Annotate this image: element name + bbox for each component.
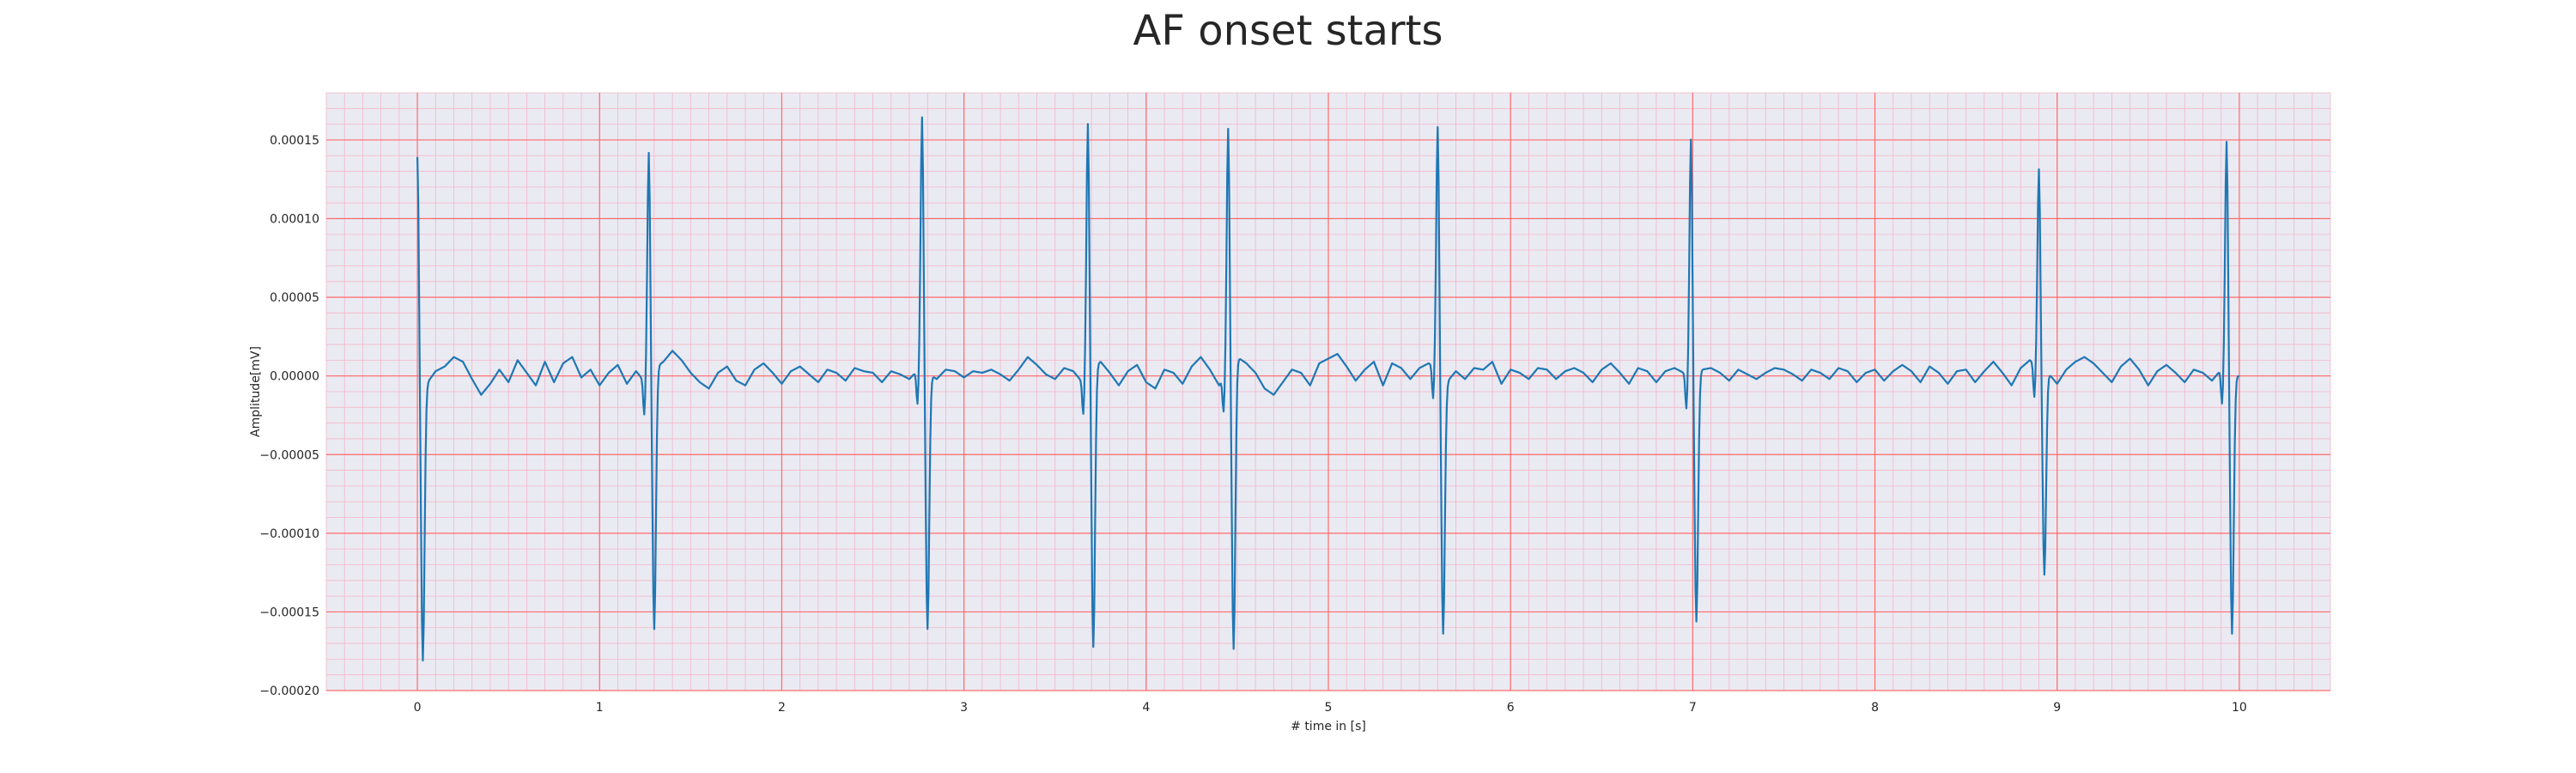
y-tick-label: −0.00010 [259, 527, 319, 541]
y-tick-label: 0.00005 [270, 291, 319, 305]
x-tick-label: 5 [1325, 701, 1333, 715]
y-tick-label: 0.00015 [270, 134, 319, 148]
y-tick-label: 0.00000 [270, 370, 319, 384]
x-tick-label: 4 [1142, 701, 1150, 715]
y-tick-label: −0.00015 [259, 606, 319, 619]
y-tick-label: 0.00010 [270, 213, 319, 227]
x-tick-label: 7 [1689, 701, 1697, 715]
x-tick-label: 0 [414, 701, 422, 715]
y-axis-label: Amplitude[mV] [249, 346, 263, 437]
ecg-series-line [416, 116, 2240, 662]
x-axis-label: # time in [s] [1291, 720, 1366, 733]
x-tick-label: 10 [2232, 701, 2247, 715]
chart-title: AF onset starts [1133, 7, 1443, 55]
x-tick-label: 2 [778, 701, 786, 715]
x-tick-label: 1 [596, 701, 604, 715]
y-tick-label: −0.00005 [259, 448, 319, 462]
x-tick-label: 6 [1507, 701, 1515, 715]
y-axis-ticks: −0.00020 −0.00015 −0.00010 −0.00005 0.00000 0… [259, 134, 319, 698]
x-tick-label: 3 [960, 701, 968, 715]
y-tick-label: −0.00020 [259, 685, 319, 698]
x-tick-label: 9 [2053, 701, 2061, 715]
x-tick-label: 8 [1871, 701, 1879, 715]
x-axis-ticks: 0 1 2 3 4 5 6 7 8 9 10 [414, 701, 2247, 715]
